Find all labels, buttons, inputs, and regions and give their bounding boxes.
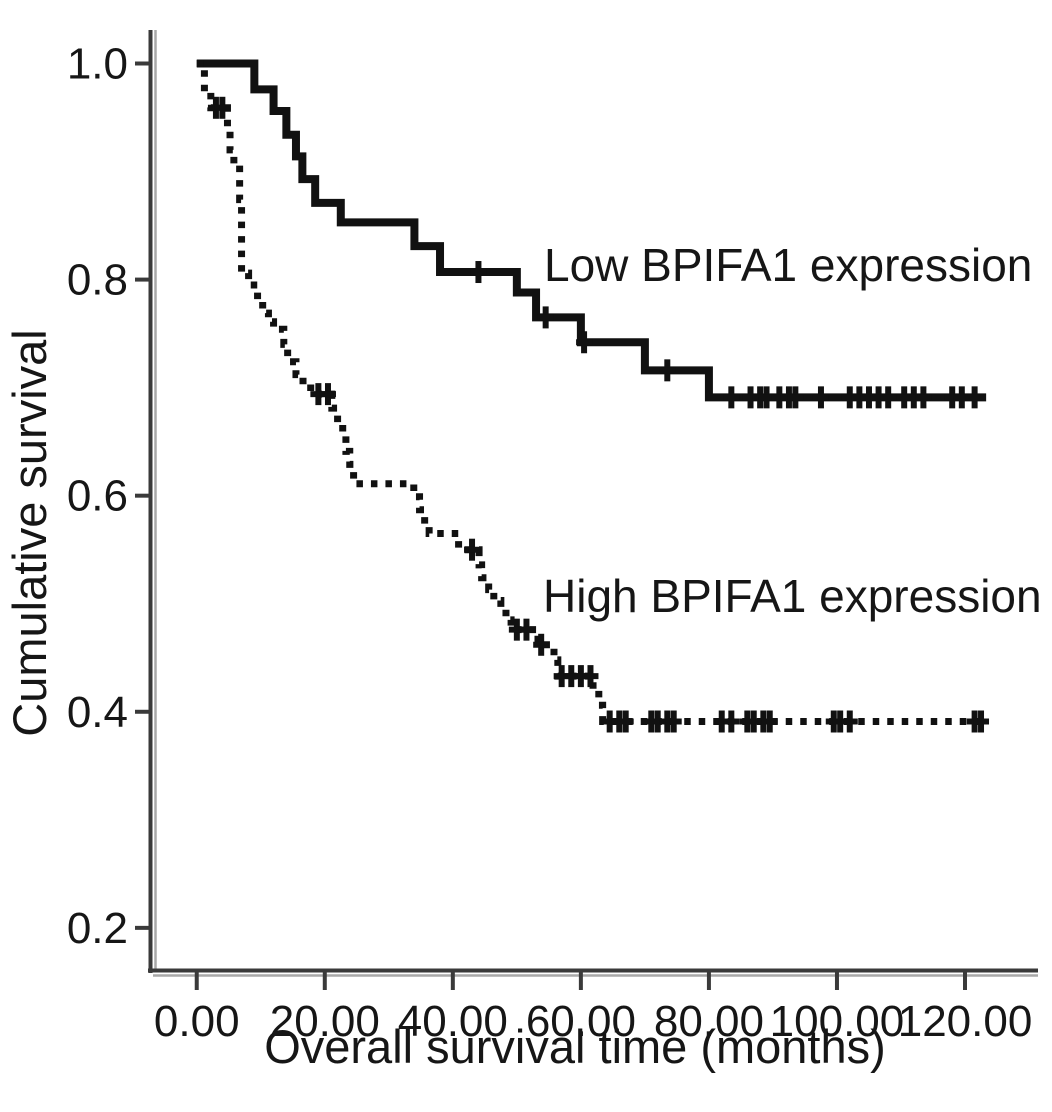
high-series-label: High BPIFA1 expression [543, 570, 1042, 622]
y-tick-label: 0.2 [67, 904, 128, 953]
low-series-label: Low BPIFA1 expression [544, 239, 1032, 291]
series-layer [196, 59, 990, 733]
y-axis-title: Cumulative survival [3, 329, 56, 736]
low-series-line [196, 59, 987, 402]
low-censor-marks [470, 261, 983, 409]
y-tick-label: 0.6 [67, 472, 128, 521]
x-tick-label: 60.00 [526, 997, 636, 1046]
y-tick-label: 0.4 [67, 688, 128, 737]
x-axis-title: Overall survival time (months) [264, 1020, 886, 1073]
x-tick-label: 0.00 [154, 997, 240, 1046]
y-tick-label: 0.8 [67, 256, 128, 305]
x-tick-label: 100.00 [770, 997, 905, 1046]
x-tick-label: 120.00 [898, 997, 1033, 1046]
x-tick-label: 20.00 [270, 997, 380, 1046]
x-tick-label: 40.00 [398, 997, 508, 1046]
high-series-line [196, 59, 987, 725]
high-censor-marks [207, 96, 990, 733]
y-tick-label: 1.0 [67, 39, 128, 88]
x-tick-label: 80.00 [654, 997, 764, 1046]
